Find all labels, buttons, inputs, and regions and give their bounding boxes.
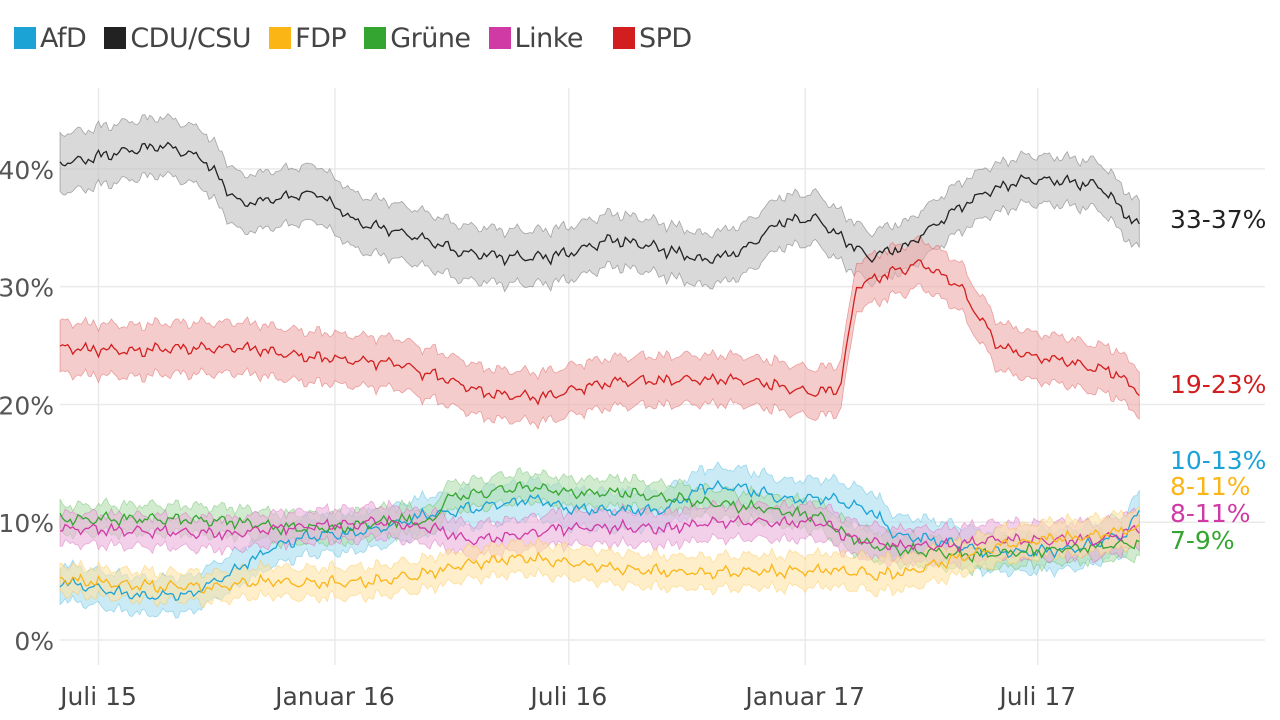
legend-swatch-spd [613,27,635,49]
end-labels: 33-37%19-23%10-13%7-9%8-11%8-11% [1170,205,1266,555]
y-tick-label: 40% [0,156,54,185]
legend-label-afd: AfD [40,22,87,54]
y-tick-label: 30% [0,274,54,303]
confidence-bands [59,113,1140,619]
legend-item-afd[interactable]: AfD [14,22,87,54]
legend-label-linke: Linke [514,22,584,54]
line-fdp [59,524,1140,594]
line-spd [59,259,1140,406]
end-label-linke: 8-11% [1170,499,1251,528]
legend: AfD CDU/CSU FDP Grüne Linke SPD [14,20,710,56]
legend-item-cdu-csu[interactable]: CDU/CSU [104,22,252,54]
line-grne [59,480,1140,564]
y-axis: 0% 10% 20% 30% 40% [0,156,54,656]
legend-label-cdu-csu: CDU/CSU [130,22,252,54]
band-cducsu [59,113,1140,293]
x-tick-label: Januar 17 [743,682,865,711]
line-linke [59,514,1140,554]
band-fdp [59,506,1140,609]
legend-item-gruene[interactable]: Grüne [364,22,471,54]
y-tick-label: 0% [14,627,54,656]
x-tick-label: Juli 15 [58,682,137,711]
end-label-fdp: 8-11% [1170,472,1251,501]
legend-item-fdp[interactable]: FDP [269,22,347,54]
legend-item-spd[interactable]: SPD [613,23,692,54]
legend-item-linke[interactable]: Linke [488,22,584,54]
y-tick-label: 10% [0,509,54,538]
end-label-grne: 7-9% [1170,526,1235,555]
band-spd [59,235,1140,430]
end-label-spd: 19-23% [1170,370,1266,399]
legend-swatch-cdu-csu [104,27,127,49]
x-axis: Juli 15 Januar 16 Juli 16 Januar 17 Juli 17 [58,682,1076,711]
line-cducsu [59,141,1140,267]
x-tick-label: Juli 17 [997,682,1076,711]
legend-swatch-linke [488,27,511,49]
legend-swatch-gruene [364,27,387,49]
x-tick-label: Juli 16 [528,682,607,711]
series-lines [59,141,1140,602]
legend-label-spd: SPD [639,22,692,54]
legend-swatch-afd [14,27,36,49]
end-label-afd: 10-13% [1170,446,1266,475]
end-label-cducsu: 33-37% [1170,205,1266,234]
legend-label-fdp: FDP [295,22,347,54]
legend-label-gruene: Grüne [390,22,471,54]
y-tick-label: 20% [0,391,54,420]
legend-swatch-fdp [269,27,292,49]
x-tick-label: Januar 16 [273,682,395,711]
